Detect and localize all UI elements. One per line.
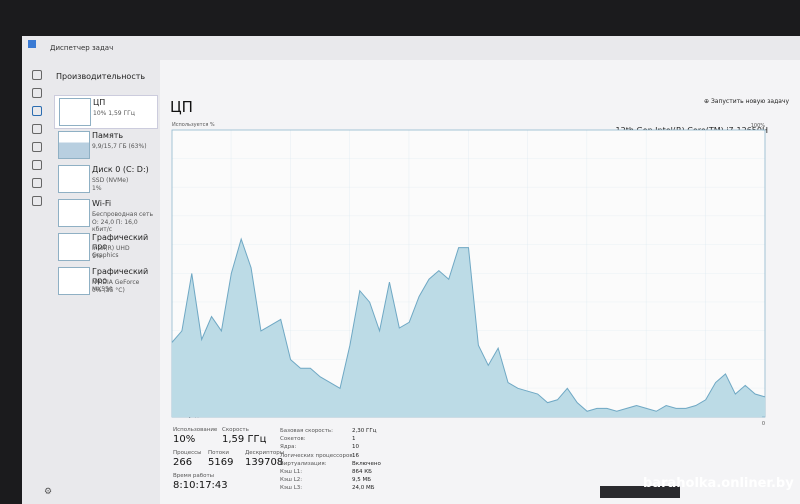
sidebar-thumbnail xyxy=(59,98,91,126)
stat-label: Использование xyxy=(173,427,218,433)
sidebar-line: SSD (NVMe) xyxy=(92,177,129,184)
detail-value: Включено xyxy=(352,460,381,467)
y-tick-label: 0 xyxy=(762,421,765,427)
stat-value: 10% xyxy=(173,434,196,445)
sidebar-line: О: 24,0 П: 16,0 кбит/с xyxy=(92,219,138,233)
sidebar-item[interactable]: ЦП 10% 1,59 ГГц xyxy=(54,95,158,129)
y-tick-label: 100% xyxy=(751,123,766,129)
rail-icon xyxy=(32,142,42,152)
sidebar-thumbnail xyxy=(58,199,90,227)
sidebar-name: Графический про xyxy=(92,267,149,285)
sidebar-thumbnail xyxy=(58,131,90,159)
detail-label: Кэш L2: xyxy=(280,477,303,484)
detail-value: 864 КБ xyxy=(352,469,372,475)
rail-icon xyxy=(32,124,42,134)
detail-label: Базовая скорость: xyxy=(280,428,333,434)
stat-value: 1,59 ГГц xyxy=(222,434,267,445)
stat-value: 5169 xyxy=(208,457,234,468)
rail-icon xyxy=(32,160,42,170)
stat-value: 266 xyxy=(173,457,193,468)
sidebar-item[interactable]: Wi-Fi Беспроводная сеть О: 24,0 П: 16,0 кб… xyxy=(54,197,156,233)
sidebar-item[interactable]: Графический про Intel(R) UHD Graphics 1% xyxy=(54,231,156,263)
detail-label: Кэш L3: xyxy=(280,485,303,492)
stat-label: Процессы xyxy=(173,450,202,456)
sidebar-line: 10% 1,59 ГГц xyxy=(93,110,135,117)
stat-label: Потоки xyxy=(208,450,229,456)
taskbar xyxy=(600,486,680,498)
stat-label: Время работы xyxy=(173,473,215,479)
stat-label: Дескрипторы xyxy=(245,450,285,456)
sidebar-line: 1% xyxy=(92,185,102,192)
stat-value: 8:10:17:43 xyxy=(173,480,228,491)
stat-label: Скорость xyxy=(222,427,249,433)
sidebar-name: Wi-Fi xyxy=(92,199,112,208)
panel-title: ЦП xyxy=(170,98,193,116)
sidebar-item[interactable]: Графический про NVIDIA GeForce MX550 0% (3… xyxy=(54,265,156,297)
sidebar-item[interactable]: Память 9,9/15,7 ГБ (63%) xyxy=(54,129,156,161)
detail-value: 16 xyxy=(352,452,359,459)
run-task-label[interactable]: Запустить новую задачу xyxy=(710,98,789,105)
sidebar-thumbnail xyxy=(58,267,90,295)
sidebar-line: Беспроводная сеть xyxy=(92,211,154,218)
sidebar-line: NVIDIA GeForce MX550 xyxy=(92,279,140,293)
sidebar-name: ЦП xyxy=(93,98,106,107)
run-task-button[interactable]: ⊕ Запустить новую задачу xyxy=(704,98,789,105)
window-title: Диспетчер задач xyxy=(50,44,114,52)
detail-label: Логических процессоров: xyxy=(280,452,355,459)
rail-icon xyxy=(32,106,42,116)
sidebar-line: Intel(R) UHD Graphics xyxy=(92,245,130,259)
sidebar-item[interactable]: Диск 0 (C: D:) SSD (NVMe) 1% xyxy=(54,163,156,195)
section-title: Производительность xyxy=(56,72,146,81)
sidebar-name: Память xyxy=(92,131,124,140)
rail-icon xyxy=(32,178,42,188)
detail-value: 1 xyxy=(352,436,356,443)
sidebar-name: Графический про xyxy=(92,233,149,251)
detail-value: 2,30 ГГц xyxy=(352,428,377,434)
sidebar-thumbnail xyxy=(58,233,90,261)
detail-label: Кэш L1: xyxy=(280,469,303,475)
detail-label: Сокетов: xyxy=(280,436,306,443)
rail-icon xyxy=(32,196,42,206)
sidebar-name: Диск 0 (C: D:) xyxy=(92,165,149,174)
sidebar-line: 1% xyxy=(92,253,102,260)
detail-value: 9,5 МБ xyxy=(352,477,372,484)
sidebar-thumbnail xyxy=(58,165,90,193)
watermark: baraholka.onliner.by xyxy=(643,476,794,491)
detail-label: Ядра: xyxy=(280,444,297,451)
graph-label: Используется % xyxy=(172,122,215,128)
settings-icon[interactable]: ⚙ xyxy=(44,487,53,497)
app-icon xyxy=(28,40,36,48)
sidebar-line: 9,9/15,7 ГБ (63%) xyxy=(92,143,147,150)
cpu-usage-line xyxy=(171,237,766,412)
rail-icon xyxy=(32,88,42,98)
sidebar-line: 0% (35 °C) xyxy=(92,287,125,294)
detail-value: 24,0 МБ xyxy=(352,485,375,492)
stat-value: 139708 xyxy=(245,457,284,468)
rail-icon xyxy=(32,70,42,80)
detail-label: Виртуализация: xyxy=(280,460,327,467)
graph-fill xyxy=(172,239,765,417)
detail-value: 10 xyxy=(352,444,359,451)
